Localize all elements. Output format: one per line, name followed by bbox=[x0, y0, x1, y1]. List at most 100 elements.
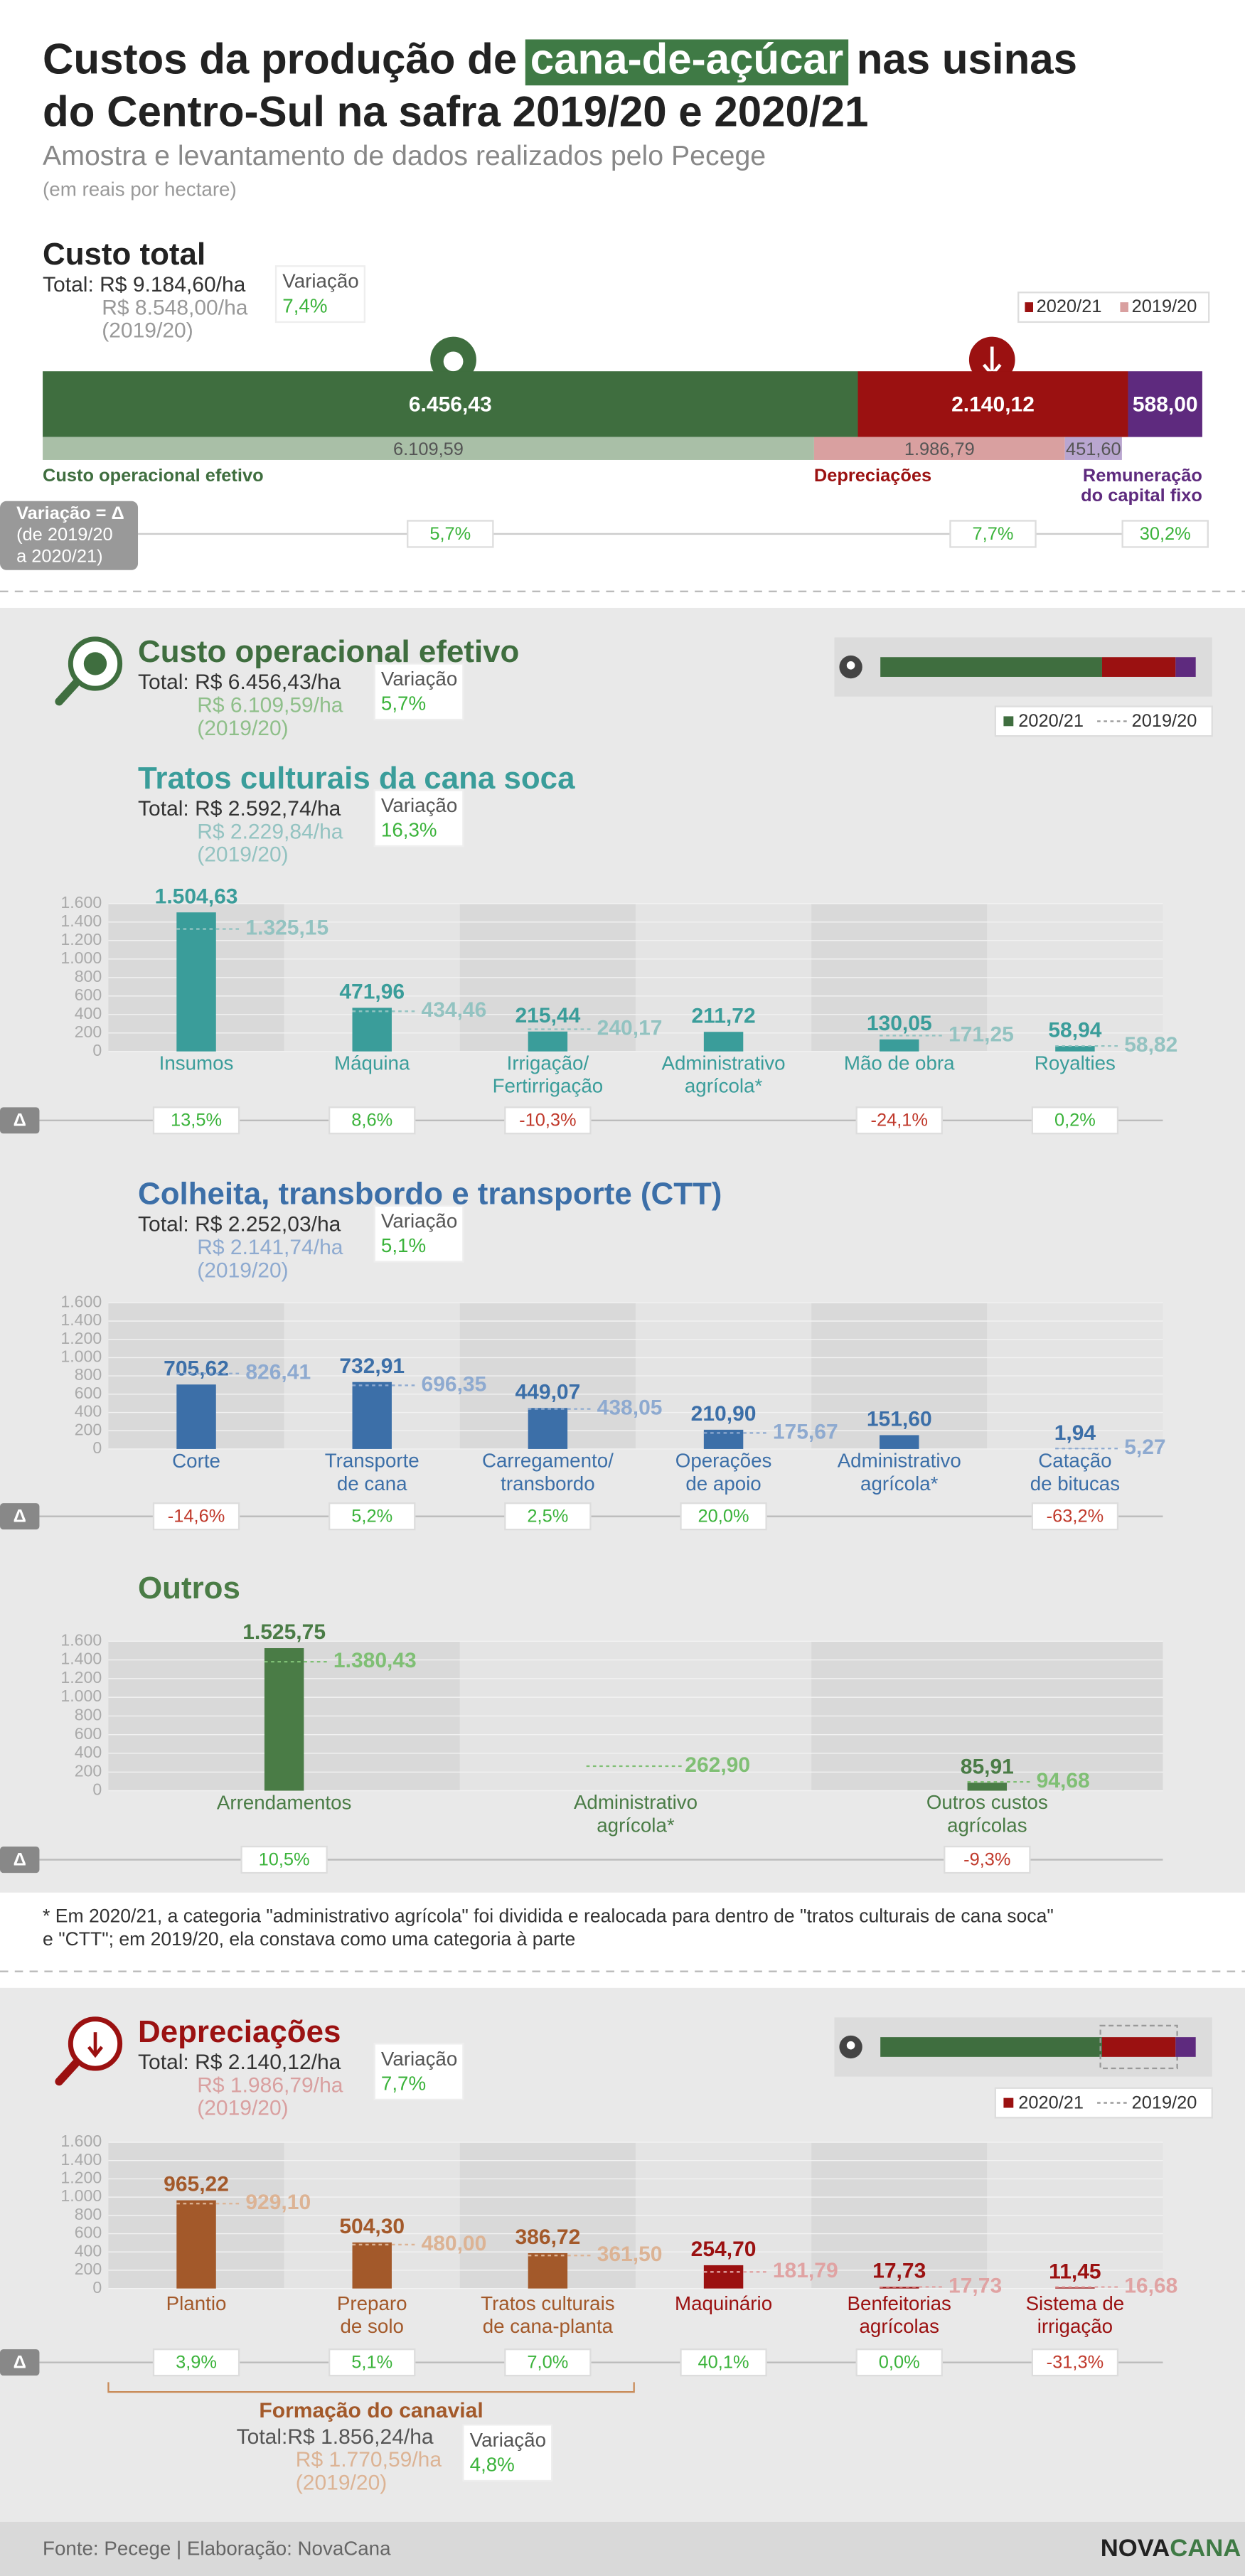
total-previous: R$ 1.770,59/ha bbox=[296, 2448, 442, 2471]
value-label: 504,30 bbox=[339, 2215, 405, 2238]
y-tick-label: 0 bbox=[92, 1041, 102, 1059]
mini-segment bbox=[1175, 2037, 1196, 2057]
previous-value-label: 826,41 bbox=[245, 1361, 311, 1384]
value-label: 471,96 bbox=[339, 980, 405, 1004]
variation-value: -24,1% bbox=[870, 1111, 927, 1131]
total: Total: R$ 9.184,60/ha bbox=[43, 273, 246, 296]
bar bbox=[176, 2200, 216, 2289]
total: Total: R$ 2.252,03/ha bbox=[138, 1213, 341, 1236]
x-tick-label: Preparo de solo bbox=[337, 2292, 407, 2337]
previous-value-label: 480,00 bbox=[422, 2232, 487, 2255]
stacked-segment bbox=[857, 371, 1128, 437]
bar bbox=[880, 1039, 919, 1052]
previous-value-label: 175,67 bbox=[773, 1420, 838, 1443]
previous-value-label: 240,17 bbox=[597, 1016, 663, 1040]
previous-value-label: 58,82 bbox=[1124, 1033, 1177, 1057]
bar bbox=[528, 1031, 568, 1052]
x-tick-label: Maquinário bbox=[675, 2292, 772, 2314]
legend-label: 2019/20 bbox=[1132, 296, 1197, 316]
y-tick-label: 800 bbox=[75, 1365, 102, 1384]
logo: NOVA bbox=[1101, 2535, 1170, 2562]
y-tick-label: 800 bbox=[75, 1706, 102, 1724]
bar bbox=[176, 912, 216, 1052]
mini-segment bbox=[880, 657, 1102, 677]
variation-box bbox=[855, 1106, 943, 1135]
variation-value: 30,2% bbox=[1140, 524, 1191, 544]
delta-symbol: Δ bbox=[14, 1849, 26, 1869]
x-tick-label: Outros custos agrícolas bbox=[926, 1791, 1048, 1836]
variation-value: 5,7% bbox=[381, 693, 426, 715]
delta-box bbox=[0, 2349, 40, 2376]
y-tick-label: 1.600 bbox=[60, 1630, 102, 1649]
delta-box bbox=[0, 1107, 40, 1134]
y-tick-label: 1.400 bbox=[60, 2150, 102, 2169]
variation-label: Variação bbox=[381, 1209, 457, 1231]
y-tick-label: 200 bbox=[75, 1761, 102, 1780]
bar bbox=[264, 1648, 304, 1791]
value-label: 58,94 bbox=[1048, 1018, 1101, 1042]
variation-box bbox=[328, 1502, 416, 1531]
variation-value: -31,3% bbox=[1047, 2352, 1104, 2372]
y-tick-label: 600 bbox=[75, 985, 102, 1004]
stacked-segment bbox=[1128, 371, 1202, 437]
category-label: Remuneração do capital fixo bbox=[1081, 466, 1202, 506]
title: nas usinas bbox=[857, 36, 1077, 83]
x-tick-label: Insumos bbox=[159, 1052, 234, 1074]
previous-value-label: 5,27 bbox=[1124, 1436, 1165, 1459]
x-tick-label: Transporte de cana bbox=[325, 1450, 420, 1495]
bar bbox=[703, 1032, 744, 1052]
category-label: Depreciações bbox=[814, 466, 931, 486]
group-title: Formação do canavial bbox=[259, 2399, 483, 2422]
variation-label: Variação bbox=[381, 2048, 457, 2070]
pin-dot bbox=[846, 661, 855, 670]
value-label: 1.986,79 bbox=[904, 439, 975, 459]
value-label: 215,44 bbox=[515, 1004, 580, 1027]
variation-box bbox=[373, 1204, 464, 1263]
y-tick-label: 1.000 bbox=[60, 1687, 102, 1705]
value-label: 130,05 bbox=[867, 1012, 932, 1035]
legend-swatch bbox=[1003, 716, 1014, 727]
x-tick-label: Operações de apoio bbox=[675, 1450, 772, 1495]
y-tick-label: 0 bbox=[92, 1780, 102, 1799]
total-previous: R$ 2.141,74/ha bbox=[197, 1236, 343, 1259]
previous-value-label: 696,35 bbox=[422, 1372, 487, 1396]
y-tick-label: 1.000 bbox=[60, 948, 102, 967]
mini-segment bbox=[880, 2037, 1102, 2057]
bar bbox=[176, 1384, 216, 1449]
section-title: Outros bbox=[138, 1571, 240, 1605]
variation-value: 2,5% bbox=[527, 1507, 568, 1527]
variation-value: 5,1% bbox=[351, 2352, 392, 2372]
variation-box bbox=[328, 1106, 416, 1135]
legend-label: 2019/20 bbox=[1132, 711, 1197, 731]
previous-value-label: 94,68 bbox=[1037, 1769, 1090, 1792]
previous-value-label: 1.325,15 bbox=[245, 916, 328, 939]
x-tick-label: Arrendamentos bbox=[217, 1791, 351, 1813]
delta-symbol: Δ bbox=[14, 1111, 26, 1131]
previous-value-label: 434,46 bbox=[422, 998, 487, 1022]
y-tick-label: 1.200 bbox=[60, 1329, 102, 1347]
previous-value-label: 262,90 bbox=[685, 1753, 750, 1777]
total: Total: R$ 6.456,43/ha bbox=[138, 670, 341, 694]
bar bbox=[1055, 1046, 1095, 1052]
total: Total: R$ 2.140,12/ha bbox=[138, 2051, 341, 2074]
x-tick-label: Benfeitorias agrícolas bbox=[848, 2292, 951, 2337]
y-tick-label: 200 bbox=[75, 1420, 102, 1438]
value-label: 6.109,59 bbox=[393, 439, 464, 459]
variation-value: 16,3% bbox=[381, 818, 437, 840]
total: Total:R$ 1.856,24/ha bbox=[237, 2425, 434, 2449]
previous-value-label: 361,50 bbox=[597, 2243, 663, 2266]
stacked-segment bbox=[43, 371, 858, 437]
variation-label: Variação bbox=[470, 2429, 546, 2451]
variation-box bbox=[680, 1502, 767, 1531]
mini-segment bbox=[1101, 657, 1176, 677]
previous-year: (2019/20) bbox=[102, 319, 193, 343]
value-label: 1.504,63 bbox=[155, 885, 238, 908]
section-title: Depreciações bbox=[138, 2014, 341, 2049]
variation-box bbox=[152, 1502, 240, 1531]
variation-box bbox=[944, 1845, 1031, 1874]
y-tick-label: 0 bbox=[92, 1438, 102, 1457]
section-title: Custo total bbox=[43, 237, 205, 272]
footer-background bbox=[0, 2521, 1245, 2576]
logo: CANA bbox=[1170, 2535, 1241, 2562]
